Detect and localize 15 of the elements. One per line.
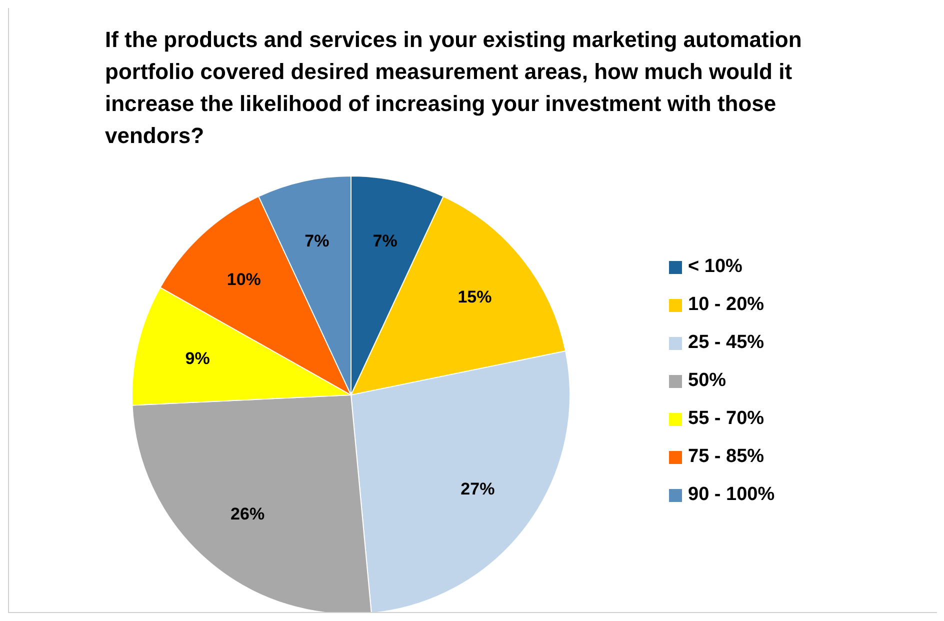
legend-label: 50% [688, 370, 726, 392]
data-label: 27% [460, 479, 495, 498]
legend-label: 25 - 45% [688, 332, 764, 354]
legend-label: 55 - 70% [688, 408, 764, 430]
data-label: 7% [372, 232, 398, 251]
legend-label: < 10% [688, 256, 742, 278]
legend-label: 90 - 100% [688, 484, 775, 506]
data-label: 7% [304, 232, 330, 251]
legend-label: 75 - 85% [688, 446, 764, 468]
legend-label: 10 - 20% [688, 294, 764, 316]
data-label: 26% [230, 504, 265, 524]
data-label: 10% [226, 270, 261, 289]
data-label: 9% [185, 349, 210, 368]
data-label: 15% [458, 288, 492, 307]
chart-title: If the products and services in your existing marketing automation portfolio covered desired measurement areas, how much would it increase the likelihood of increasing your investment with those vendors? [105, 26, 803, 150]
